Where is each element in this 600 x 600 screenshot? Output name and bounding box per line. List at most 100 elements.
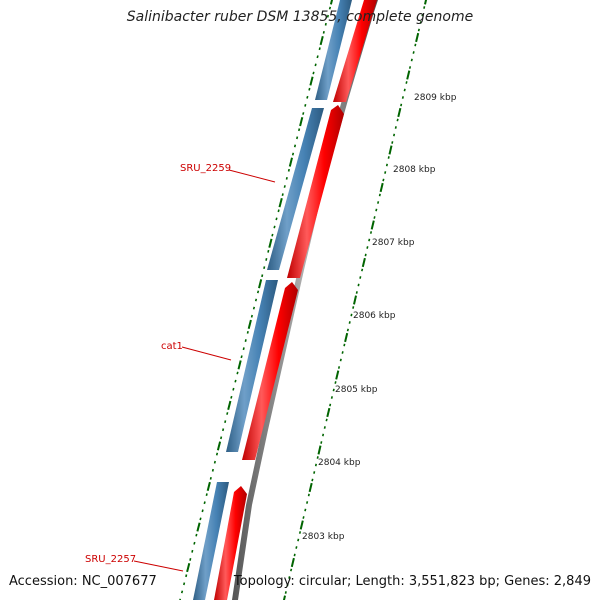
minor-tick [244,339,247,342]
minor-tick [304,104,307,107]
minor-tick [314,63,317,67]
scale-label: 2805 kbp [335,385,378,395]
minor-tick [410,58,413,62]
minor-tick [316,456,319,459]
minor-tick [288,576,291,579]
minor-tick [330,396,333,399]
minor-tick [313,471,316,474]
minor-tick [343,343,346,347]
minor-tick [285,177,288,180]
forward-strand-genes [214,0,377,600]
genome-summary-text: Topology: circular; Length: 3,551,823 bp… [233,574,591,589]
scale-label: 2807 kbp [372,238,415,248]
minor-tick [226,412,229,415]
major-tick [329,0,334,5]
minor-tick [236,371,239,375]
minor-tick [256,290,260,294]
gene-leader-line [228,169,276,183]
scale-label: 2808 kbp [393,165,436,175]
minor-tick [195,533,198,537]
minor-tick [284,591,287,594]
major-tick [268,238,273,248]
major-tick [196,522,201,532]
minor-tick [302,112,305,115]
minor-tick [307,493,310,497]
gene-label-sru-2257[interactable]: SRU_2257 [85,554,136,565]
major-tick [335,370,340,380]
minor-tick [325,418,328,422]
major-tick [388,145,393,155]
scale-label: 2804 kbp [318,458,361,468]
minor-tick [423,6,426,9]
minor-tick [271,233,274,237]
minor-tick [361,268,364,272]
minor-tick [352,306,355,309]
minor-tick [298,531,302,534]
minor-tick [329,403,332,407]
minor-tick [311,478,314,482]
minor-tick [242,347,245,351]
minor-tick [302,516,305,519]
scale-label: 2809 kbp [414,93,457,103]
minor-tick [261,274,264,278]
minor-tick [295,546,298,549]
minor-tick [296,136,299,140]
minor-tick [320,441,323,444]
minor-tick [346,328,349,332]
minor-tick [391,141,394,144]
major-tick [186,562,191,573]
major-tick [424,0,428,5]
major-tick [247,319,252,329]
gene-block-reverse[interactable] [315,0,352,100]
minor-tick [396,118,399,122]
major-tick [397,107,402,118]
gene-block-forward[interactable] [214,486,247,600]
major-tick [415,32,420,43]
gene-block-reverse[interactable] [267,108,324,270]
minor-tick [286,583,289,587]
minor-tick [421,13,424,17]
minor-tick [283,185,286,188]
minor-tick [199,517,202,521]
minor-tick [332,388,335,392]
minor-tick [232,387,235,391]
minor-tick [275,217,278,221]
minor-tick [287,168,290,172]
gene-block-reverse[interactable] [193,482,229,600]
minor-tick [384,171,387,174]
minor-tick [408,66,412,69]
minor-tick [378,193,381,197]
major-tick [370,220,375,230]
major-tick [237,360,242,370]
minor-tick [281,193,284,196]
gene-block-reverse[interactable] [226,280,278,452]
scale-labels: 2809 kbp 2808 kbp 2807 kbp 2806 kbp 2805… [302,93,457,542]
gene-label-sru-2259[interactable]: SRU_2259 [180,163,231,174]
gene-block-forward[interactable] [242,282,298,460]
gene-block-forward[interactable] [333,0,377,102]
minor-tick [393,133,396,137]
gene-label-cat1[interactable]: cat1 [161,341,183,352]
minor-tick [180,590,184,594]
minor-tick [203,501,206,505]
minor-tick [412,51,415,54]
minor-tick [401,96,404,99]
minor-tick [316,55,319,59]
minor-tick [220,436,223,440]
minor-tick [273,225,276,229]
minor-tick [277,209,280,213]
gene-block-forward[interactable] [287,105,344,278]
major-tick [299,117,304,127]
minor-tick [215,452,219,456]
minor-tick [293,144,297,148]
minor-tick [373,216,376,219]
minor-tick [185,574,188,578]
minor-tick [213,460,216,464]
minor-tick [267,249,270,253]
major-tick [290,557,295,568]
minor-tick [417,28,420,32]
major-tick [227,400,232,411]
minor-tick [355,291,358,294]
minor-tick [364,253,367,257]
